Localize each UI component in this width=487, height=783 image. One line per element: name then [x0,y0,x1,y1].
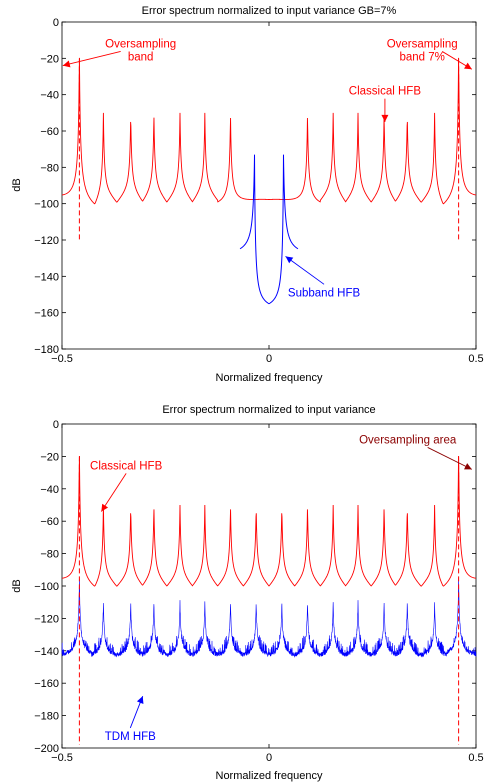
y-tick-label: −160 [34,308,59,320]
annotation-arrowhead [464,62,472,70]
y-tick-label: −100 [34,581,59,593]
bottom-chart-y-label: dB [11,579,23,592]
annotation-label: TDM HFB [105,731,156,743]
bottom-chart-oversampling-lines [78,456,460,745]
top-chart-y-ticks: 0 −20 −40 −60 −80 −100 −120 −140 −160 −180 [34,17,476,356]
y-tick-label: −140 [34,271,59,283]
top-chart-y-label: dB [11,178,23,191]
bottom-chart-title: Error spectrum normalized to input varia… [162,404,375,416]
annotation-arrowhead [62,60,71,68]
x-tick-label: −0.5 [51,353,73,365]
top-chart-x-ticks: −0.5 0 0.5 [51,22,484,365]
y-tick-label: −60 [40,126,59,138]
annotation-label: Oversampling band 7% [387,38,458,63]
y-tick-label: −120 [34,235,59,247]
annotation-arrow [285,255,325,285]
tdm-hfb-line [61,577,477,658]
y-tick-label: −80 [40,162,59,174]
y-tick-label: −80 [40,549,59,561]
y-tick-label: −40 [40,484,59,496]
x-tick-label: −0.5 [51,752,73,764]
subband-hfb-line [239,154,299,305]
bottom-chart-x-ticks: −0.5 0 0.5 [51,424,484,764]
classical-hfb-line [61,456,477,587]
bottom-chart-annotations: Oversampling area Classical HFB TDM HFB [90,434,473,743]
annotation-label: Subband HFB [288,287,361,299]
y-tick-label: −120 [34,613,59,625]
x-tick-label: 0.5 [468,353,483,365]
x-tick-label: 0 [266,752,272,764]
annotation-arrow [62,50,121,67]
annotation-arrowhead [464,463,472,470]
bottom-chart: Error spectrum normalized to input varia… [11,404,484,782]
top-chart-x-label: Normalized frequency [216,372,323,384]
annotation-arrow [427,447,473,470]
y-tick-label: 0 [53,419,59,431]
top-chart-subband-hfb-series [239,154,299,305]
y-tick-label: −60 [40,516,59,528]
annotation-label: Classical HFB [349,86,422,98]
classical-hfb-line [61,57,477,205]
y-tick-label: −100 [34,199,59,211]
x-tick-label: 0 [266,353,272,365]
bottom-chart-classical-hfb-series [61,456,477,587]
annotation-arrowhead [136,696,144,704]
y-tick-label: −200 [34,743,59,755]
annotation-arrow [100,473,127,512]
y-tick-label: −180 [34,344,59,356]
top-chart-classical-hfb-series [61,57,477,205]
top-chart-plot-area [61,21,477,350]
annotation-arrowhead [285,256,294,264]
top-chart-title: Error spectrum normalized to input varia… [142,5,397,17]
y-tick-label: −160 [34,678,59,690]
y-tick-label: −20 [40,53,59,65]
y-tick-label: −40 [40,90,59,102]
y-tick-label: −20 [40,451,59,463]
x-tick-label: 0.5 [468,752,483,764]
bottom-chart-x-label: Normalized frequency [216,770,323,782]
top-chart-annotations: Oversampling band Oversampling band 7% Class… [62,38,473,299]
top-chart: Error spectrum normalized to input varia… [11,5,484,384]
annotation-arrowhead [101,503,109,512]
annotation-label: Oversampling band [105,38,176,63]
y-tick-label: 0 [53,17,59,29]
annotation-label: Oversampling area [359,434,457,446]
annotation-arrowhead [381,114,389,122]
bottom-chart-y-ticks: 0 −20 −40 −60 −80 −100 −120 −140 −160 −180 −200 [34,419,476,755]
y-tick-label: −180 [34,711,59,723]
bottom-chart-tdm-hfb-series [61,577,477,658]
annotation-label: Classical HFB [90,460,163,472]
top-chart-oversampling-lines [78,58,460,242]
y-tick-label: −140 [34,646,59,658]
